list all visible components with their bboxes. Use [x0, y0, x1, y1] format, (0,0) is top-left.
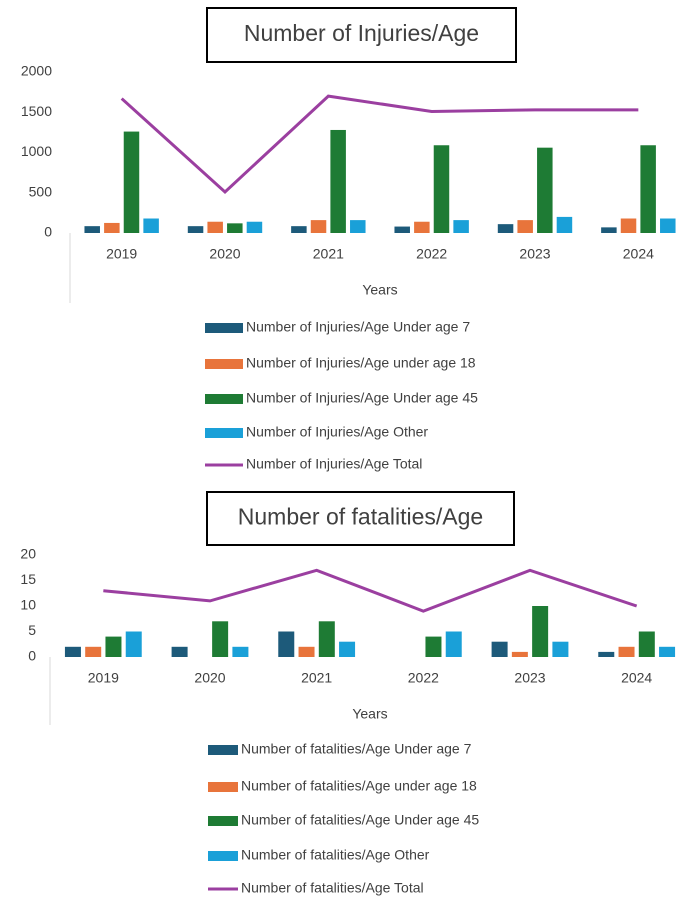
bar	[640, 145, 656, 233]
bar	[291, 226, 307, 233]
title-box	[206, 7, 517, 63]
bar	[659, 646, 676, 657]
bar	[620, 218, 637, 233]
x-tick-label: 2021	[313, 246, 344, 262]
bar	[187, 226, 204, 233]
legend-label: Number of fatalities/Age Under age 45	[241, 812, 479, 828]
x-tick-label: 2019	[106, 246, 137, 262]
total-line	[120, 94, 639, 194]
y-tick-label: 15	[20, 571, 36, 587]
legend-label: Number of Injuries/Age under age 18	[246, 355, 476, 371]
bar	[394, 226, 410, 233]
bar	[618, 646, 635, 657]
bar	[638, 631, 655, 657]
bar	[660, 218, 676, 233]
bar	[556, 216, 573, 233]
bar	[123, 131, 140, 233]
chart-title: Number of fatalities/Age	[238, 504, 483, 530]
x-tick-label: 2019	[88, 670, 119, 686]
bar	[64, 646, 81, 657]
bar	[339, 641, 356, 657]
bar	[125, 631, 142, 657]
legend-label: Number of fatalities/Age Other	[241, 847, 430, 863]
legend-swatch	[205, 323, 243, 333]
bar	[227, 223, 243, 233]
bar	[278, 631, 295, 657]
bar	[232, 646, 249, 657]
bar	[497, 224, 514, 233]
y-tick-label: 10	[20, 597, 36, 613]
bar	[171, 646, 188, 657]
y-tick-label: 500	[29, 183, 53, 199]
y-tick-label: 0	[44, 224, 52, 240]
x-tick-label: 2020	[209, 246, 240, 262]
bar	[310, 220, 327, 233]
bar	[350, 220, 366, 233]
bar	[207, 221, 223, 233]
bar	[298, 646, 315, 657]
bar	[143, 218, 159, 233]
legend-swatch	[208, 745, 238, 755]
y-tick-label: 1000	[21, 143, 52, 159]
bar	[414, 221, 430, 233]
y-tick-label: 1500	[21, 103, 52, 119]
x-tick-label: 2023	[519, 246, 550, 262]
legend-swatch	[205, 428, 243, 438]
legend-swatch	[208, 782, 238, 792]
x-tick-label: 2022	[416, 246, 447, 262]
bar	[445, 631, 462, 657]
legend-label: Number of Injuries/Age Under age 45	[246, 390, 478, 406]
legend-swatch	[205, 394, 243, 404]
y-tick-label: 20	[20, 546, 36, 562]
bar	[491, 641, 508, 657]
chart-title: Number of Injuries/Age	[244, 20, 479, 46]
bar	[552, 641, 569, 657]
bar	[104, 222, 120, 233]
legend-swatch	[205, 359, 243, 369]
y-tick-label: 5	[28, 622, 36, 638]
legend-label: Number of Injuries/Age Under age 7	[246, 319, 470, 335]
bar	[598, 651, 615, 657]
legend-label: Number of Injuries/Age Other	[246, 424, 428, 440]
x-tick-label: 2024	[621, 670, 652, 686]
total-line	[103, 568, 638, 613]
legend-swatch	[208, 816, 238, 826]
bar	[85, 646, 102, 657]
bar	[246, 221, 263, 233]
bar	[212, 621, 229, 657]
x-tick-label: 2022	[408, 670, 439, 686]
x-axis-label: Years	[362, 282, 397, 298]
bar	[453, 220, 469, 233]
bar	[511, 651, 528, 657]
bar	[433, 145, 450, 233]
x-axis-label: Years	[352, 706, 387, 722]
legend-swatch	[208, 851, 238, 861]
bar	[532, 606, 549, 657]
y-tick-label: 0	[28, 648, 36, 664]
x-tick-label: 2021	[301, 670, 332, 686]
bar	[517, 220, 533, 233]
legend-label: Number of fatalities/Age Total	[241, 880, 424, 896]
legend-label: Number of Injuries/Age Total	[246, 456, 422, 472]
x-tick-label: 2023	[514, 670, 545, 686]
legend-label: Number of fatalities/Age Under age 7	[241, 741, 472, 757]
bar	[425, 636, 442, 657]
legend-label: Number of fatalities/Age under age 18	[241, 778, 477, 794]
x-tick-label: 2020	[194, 670, 225, 686]
bar	[318, 621, 335, 657]
bar	[601, 227, 617, 233]
bar	[537, 147, 553, 233]
bar	[105, 636, 122, 657]
title-box	[206, 491, 515, 546]
x-tick-label: 2024	[623, 246, 654, 262]
bar	[84, 226, 100, 233]
bar	[330, 129, 346, 233]
y-tick-label: 2000	[21, 63, 52, 79]
